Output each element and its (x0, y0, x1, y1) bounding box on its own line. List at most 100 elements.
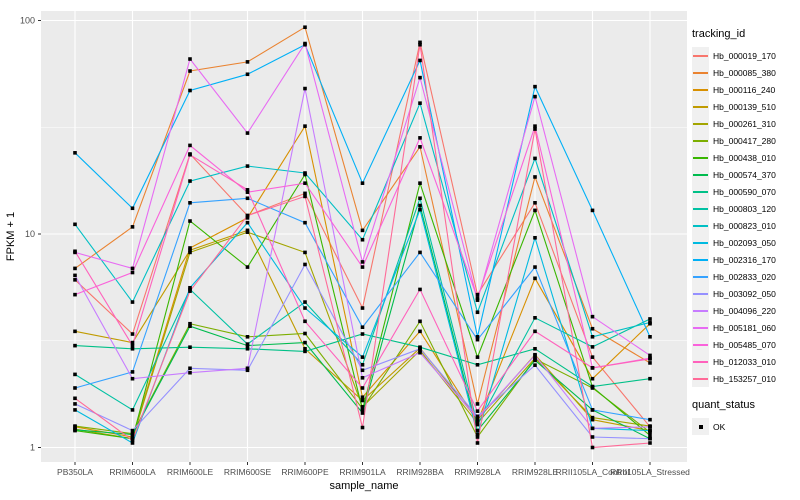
data-point (303, 250, 307, 255)
data-point (475, 435, 480, 439)
data-point (303, 86, 307, 91)
data-point (475, 441, 480, 445)
data-point (360, 411, 365, 415)
data-point (648, 425, 652, 429)
tracking-id-legend-entries: Hb_000019_170 Hb_000085_380 Hb_000116_240 H… (692, 47, 800, 387)
data-point (475, 422, 480, 427)
data-point (648, 353, 652, 358)
data-point (130, 343, 135, 348)
series-color-swatch (692, 285, 709, 302)
data-point (73, 151, 77, 155)
data-point (188, 57, 192, 61)
data-point (303, 262, 307, 267)
x-tick-label: RRIM600LE (167, 467, 214, 477)
data-point (360, 260, 365, 264)
data-point (303, 300, 307, 304)
data-point (130, 346, 135, 351)
data-point (360, 425, 365, 430)
data-point (533, 175, 537, 179)
data-point (130, 370, 135, 374)
data-point (130, 266, 135, 271)
x-tick-label: RRIM600PE (281, 467, 329, 477)
data-point (648, 433, 652, 438)
legend-entry: Hb_153257_010 (692, 370, 800, 387)
data-point (533, 201, 537, 205)
legend-entry-label: Hb_000438_010 (713, 152, 776, 163)
legend-entry-label: Hb_000590_070 (713, 186, 776, 197)
x-tick-label: RRIM600SE (224, 467, 272, 477)
data-point (533, 276, 537, 281)
plot-area: 1 10 100 PB350LA RRIM600LA RRIM600LE RRIM600SE… (5, 11, 690, 492)
data-point (130, 300, 135, 304)
data-point (245, 265, 250, 269)
legend: tracking_id Hb_000019_170 Hb_000085_380 Hb… (692, 28, 800, 435)
legend-entry-label: Hb_000116_240 (713, 84, 776, 95)
data-point (130, 438, 135, 443)
legend-entry-label: Hb_000261_310 (713, 118, 776, 129)
data-point (188, 324, 192, 328)
data-point (245, 196, 250, 201)
data-point (533, 84, 537, 89)
legend-entry: Hb_000019_170 (692, 47, 800, 64)
data-point (360, 405, 365, 409)
data-point (533, 353, 537, 358)
ok-square-icon (692, 418, 709, 435)
data-point (360, 355, 365, 359)
data-point (360, 395, 365, 400)
data-point (360, 306, 365, 310)
data-point (475, 334, 480, 339)
data-point (418, 75, 422, 80)
data-point (418, 196, 422, 201)
legend-entry-label: Hb_004096_220 (713, 305, 776, 316)
data-point (303, 194, 307, 199)
data-point (303, 124, 307, 128)
data-point (245, 60, 250, 64)
data-point (475, 416, 480, 421)
data-point (303, 319, 307, 324)
data-point (418, 203, 422, 208)
data-point (590, 408, 595, 412)
data-point (303, 340, 307, 345)
legend-entry-label: Hb_000085_380 (713, 67, 776, 78)
data-point (188, 201, 192, 205)
legend-title-quant-status: quant_status (692, 399, 755, 411)
data-point (648, 320, 652, 325)
data-point (533, 265, 537, 269)
data-point (360, 398, 365, 403)
data-point (648, 317, 652, 321)
data-point (303, 331, 307, 336)
legend-entry: Hb_000085_380 (692, 64, 800, 81)
data-point (245, 188, 250, 192)
data-point (73, 428, 77, 432)
data-point (418, 40, 422, 45)
data-point (648, 441, 652, 445)
legend-entry: Hb_000803_120 (692, 200, 800, 217)
data-point (245, 228, 250, 233)
legend-entry-label: Hb_000574_370 (713, 169, 776, 180)
data-point (360, 408, 365, 412)
legend-title-tracking-id: tracking_id (692, 28, 746, 40)
data-point (73, 222, 77, 227)
legend-entry: Hb_002316_170 (692, 251, 800, 268)
data-point (188, 289, 192, 293)
legend-entry: Hb_000574_370 (692, 166, 800, 183)
legend-entry: Hb_000417_280 (692, 132, 800, 149)
x-tick-label: RRII105LA_Control (556, 467, 630, 477)
data-point (245, 366, 250, 371)
data-point (360, 265, 365, 269)
data-point (648, 428, 652, 433)
data-point (418, 250, 422, 255)
data-point (533, 329, 537, 334)
data-point (590, 314, 595, 319)
legend-entry-label: Hb_000417_280 (713, 135, 776, 146)
series-color-swatch (692, 370, 709, 387)
data-point (418, 42, 422, 47)
data-point (188, 246, 192, 250)
data-point (130, 340, 135, 345)
data-point (533, 127, 537, 131)
series-color-swatch (692, 336, 709, 353)
data-point (475, 428, 480, 433)
data-point (245, 230, 250, 234)
data-point (188, 321, 192, 326)
data-point (360, 237, 365, 242)
